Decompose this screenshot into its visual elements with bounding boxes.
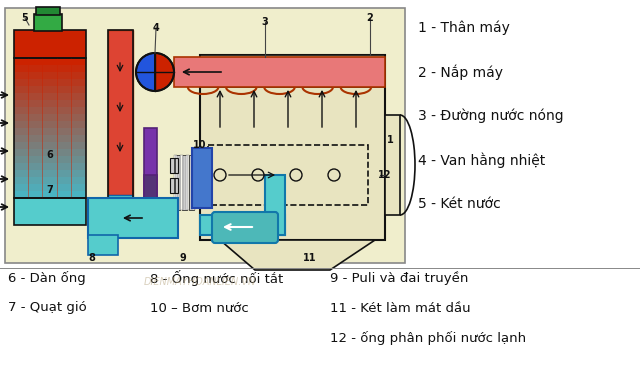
Text: 9 - Puli và đai truyền: 9 - Puli và đai truyền [330, 271, 468, 285]
Text: 12: 12 [378, 170, 392, 180]
Bar [14, 184, 86, 191]
Text: 5 - Két nước: 5 - Két nước [418, 197, 500, 211]
Text: 3 - Đường nước nóng: 3 - Đường nước nóng [418, 109, 564, 123]
Text: 11 - Két làm mát dầu: 11 - Két làm mát dầu [330, 301, 470, 315]
Text: 3: 3 [262, 17, 268, 27]
Bar [186, 155, 189, 210]
Bar [192, 155, 195, 210]
Bar [108, 30, 133, 205]
Bar [14, 114, 86, 121]
Bar [208, 145, 368, 205]
Bar [182, 155, 187, 210]
Bar [200, 55, 385, 240]
Wedge shape [155, 53, 174, 91]
Bar [108, 30, 133, 195]
Bar [14, 135, 86, 142]
Bar [14, 65, 86, 72]
Text: 11: 11 [303, 253, 317, 263]
Bar [170, 178, 178, 193]
Text: DIENMAYHOANLIEN.VN: DIENMAYHOANLIEN.VN [144, 277, 256, 287]
Bar [192, 148, 212, 208]
Text: 5: 5 [22, 13, 28, 23]
Bar [200, 55, 385, 87]
Bar [14, 30, 86, 58]
Bar [14, 58, 86, 198]
Text: 2 - Nắp máy: 2 - Nắp máy [418, 64, 503, 80]
Text: 12 - ống phân phối nước lạnh: 12 - ống phân phối nước lạnh [330, 331, 526, 345]
Bar [108, 195, 133, 205]
Bar [265, 175, 285, 235]
Bar [14, 177, 86, 184]
Text: 8 - Ống nước nối tắt: 8 - Ống nước nối tắt [150, 270, 284, 286]
Bar [34, 14, 62, 31]
Text: 9: 9 [180, 253, 186, 263]
Bar [88, 198, 178, 238]
Bar [174, 155, 177, 210]
Bar [5, 8, 405, 263]
Bar [14, 107, 86, 114]
Bar [14, 170, 86, 177]
Bar [14, 191, 86, 198]
Bar [189, 155, 194, 210]
Text: 8: 8 [88, 253, 95, 263]
Text: 4: 4 [152, 23, 159, 33]
Text: 7: 7 [47, 185, 53, 195]
Text: 10: 10 [193, 140, 207, 150]
Text: 1: 1 [387, 135, 394, 145]
Bar [14, 121, 86, 128]
FancyBboxPatch shape [212, 212, 278, 243]
Bar [14, 79, 86, 86]
Bar [14, 100, 86, 107]
Bar [14, 86, 86, 93]
Bar [14, 93, 86, 100]
Text: 6: 6 [47, 150, 53, 160]
Bar [36, 7, 60, 15]
Bar [175, 155, 180, 210]
Bar [144, 175, 157, 205]
Bar [14, 156, 86, 163]
Text: 2: 2 [367, 13, 373, 23]
Bar [174, 57, 385, 87]
Bar [180, 155, 183, 210]
Bar [14, 58, 86, 66]
Text: 7 - Quạt gió: 7 - Quạt gió [8, 301, 87, 315]
Text: 6 - Dàn ống: 6 - Dàn ống [8, 271, 86, 285]
Bar [14, 198, 86, 225]
Text: 4 - Van hằng nhiệt: 4 - Van hằng nhiệt [418, 152, 545, 168]
Bar [14, 142, 86, 149]
Bar [200, 215, 285, 235]
Bar [88, 235, 118, 255]
Bar [14, 149, 86, 156]
Bar [170, 158, 178, 173]
Bar [144, 128, 157, 200]
Bar [385, 115, 400, 215]
Bar [14, 163, 86, 170]
Bar [14, 128, 86, 135]
Text: 10 – Bơm nước: 10 – Bơm nước [150, 301, 249, 315]
Wedge shape [136, 53, 155, 91]
Text: 1 - Thân máy: 1 - Thân máy [418, 21, 510, 35]
Bar [14, 72, 86, 79]
Polygon shape [220, 240, 375, 270]
